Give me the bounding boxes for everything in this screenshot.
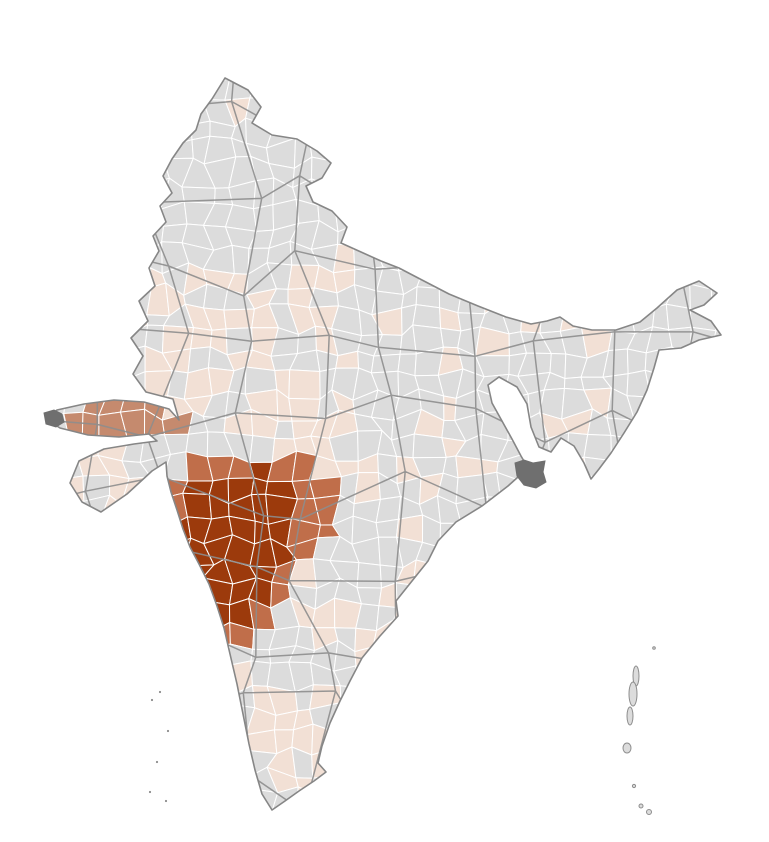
district[interactable] [443,395,457,421]
island[interactable] [622,742,632,754]
district[interactable] [183,367,213,400]
island[interactable] [155,760,159,764]
district[interactable] [626,348,647,375]
island[interactable] [628,681,638,707]
island[interactable] [652,646,656,650]
district[interactable] [415,286,441,309]
island[interactable] [638,803,644,809]
kutch-west-inlet [43,409,65,428]
district[interactable] [375,518,399,538]
island[interactable] [166,729,170,733]
district[interactable] [249,435,276,464]
island[interactable] [148,790,152,794]
district[interactable] [375,496,402,524]
district[interactable] [274,420,295,440]
district[interactable] [412,433,447,459]
district[interactable] [231,244,250,275]
sundarbans-delta [514,459,547,489]
india-coastline [45,77,722,811]
district[interactable] [563,376,585,391]
district[interactable] [308,476,342,499]
district[interactable] [455,455,483,479]
island[interactable] [164,799,168,803]
andaman-islands[interactable] [622,646,656,815]
district[interactable] [356,587,382,607]
district[interactable] [190,327,213,350]
district[interactable] [356,562,382,589]
island[interactable] [646,809,652,815]
district[interactable] [182,492,212,520]
island[interactable] [626,706,634,726]
district[interactable] [288,369,321,400]
district[interactable] [287,264,320,290]
island[interactable] [631,783,637,789]
district[interactable] [412,304,442,329]
lakshadweep-islands[interactable] [148,690,170,803]
island[interactable] [158,690,162,694]
district[interactable] [370,353,401,374]
island[interactable] [150,698,154,702]
district[interactable] [223,308,255,330]
district[interactable] [182,480,214,495]
